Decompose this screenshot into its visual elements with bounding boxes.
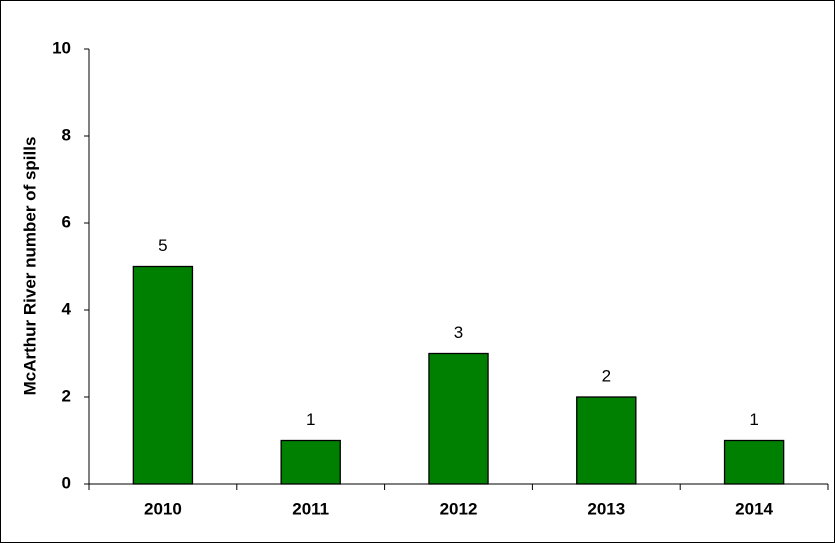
- x-tick-label: 2010: [144, 499, 182, 518]
- data-label: 2: [602, 366, 611, 385]
- data-label: 1: [749, 410, 758, 429]
- bar: [428, 352, 489, 485]
- y-axis-label: McArthur River number of spills: [20, 137, 39, 396]
- x-tick-label: 2011: [292, 499, 329, 518]
- y-tick-label: 0: [62, 473, 71, 492]
- y-tick-label: 8: [62, 125, 71, 144]
- x-tick-label: 2014: [735, 499, 773, 518]
- y-tick-label: 4: [62, 299, 72, 318]
- bar: [132, 265, 194, 485]
- bar: [280, 439, 341, 485]
- bar: [576, 396, 637, 485]
- x-tick-label: 2012: [440, 499, 478, 518]
- data-label: 1: [306, 410, 315, 429]
- data-label: 5: [158, 236, 167, 255]
- x-tick-label: 2013: [587, 499, 625, 518]
- y-tick-label: 2: [62, 386, 71, 405]
- y-tick-label: 10: [52, 38, 71, 57]
- data-label: 3: [454, 323, 463, 342]
- bar: [723, 439, 785, 485]
- y-tick-label: 6: [62, 212, 71, 231]
